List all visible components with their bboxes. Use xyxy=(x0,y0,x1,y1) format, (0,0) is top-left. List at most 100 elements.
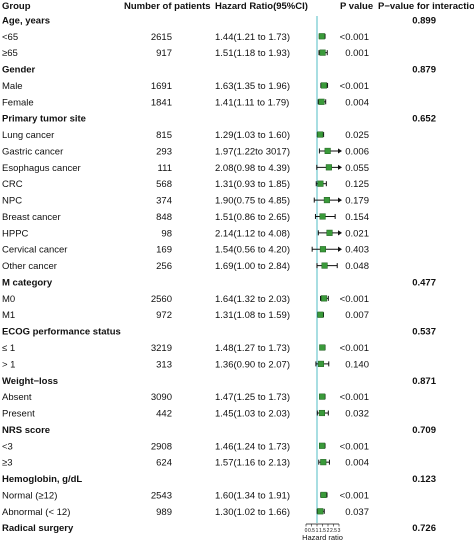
column-header-p-interaction: P−value for interaction xyxy=(378,1,474,12)
x-tick-label: 1 xyxy=(316,528,319,534)
hazard-ratio-text: 1.60(1.34 to 1.91) xyxy=(215,490,290,501)
patient-count: 442 xyxy=(156,409,172,420)
p-value: 0.006 xyxy=(345,146,369,157)
hazard-ratio-text: 1.90(0.75 to 4.85) xyxy=(215,196,290,207)
hazard-ratio-marker xyxy=(317,180,324,187)
x-tick-label: 2 xyxy=(327,528,330,534)
group-title: M category xyxy=(2,277,53,288)
hazard-ratio-text: 1.48(1.27 to 1.73) xyxy=(215,343,290,354)
patient-count: 256 xyxy=(156,261,172,272)
hazard-ratio-text: 1.63(1.35 to 1.96) xyxy=(215,81,290,92)
column-header-group: Group xyxy=(2,1,31,12)
p-value: <0.001 xyxy=(340,32,369,43)
p-value: 0.179 xyxy=(345,196,369,207)
subgroup-label: Esophagus cancer xyxy=(2,163,81,174)
hazard-ratio-marker xyxy=(318,409,325,417)
ci-overflow-arrow xyxy=(338,246,342,252)
forest-rows: Age, years 0.899 <65 2615 1.44(1.21 to 1.73)… xyxy=(2,15,437,540)
hazard-ratio-text: 1.41(1.11 to 1.79) xyxy=(215,97,289,108)
hazard-ratio-text: 1.64(1.32 to 2.03) xyxy=(215,294,290,305)
p-interaction-value: 0.652 xyxy=(412,114,436,125)
hazard-ratio-text: 1.45(1.03 to 2.03) xyxy=(215,409,290,420)
hazard-ratio-text: 1.46(1.24 to 1.73) xyxy=(215,441,290,452)
p-value: 0.032 xyxy=(345,409,369,420)
subgroup-label: Normal (≥12) xyxy=(2,490,57,501)
hazard-ratio-marker xyxy=(318,98,325,105)
hazard-ratio-marker xyxy=(318,33,325,40)
p-value: 0.048 xyxy=(345,261,369,272)
p-value: 0.125 xyxy=(345,179,369,190)
subgroup-label: M1 xyxy=(2,310,15,321)
subgroup-label: > 1 xyxy=(2,359,15,370)
hazard-ratio-marker xyxy=(323,197,330,204)
hazard-ratio-text: 1.57(1.16 to 2.13) xyxy=(215,458,290,469)
patient-count: 1691 xyxy=(151,81,172,92)
subgroup-label: Other cancer xyxy=(2,261,57,272)
p-interaction-value: 0.871 xyxy=(412,376,436,387)
hazard-ratio-text: 1.51(1.18 to 1.93) xyxy=(215,48,290,59)
subgroup-label: NPC xyxy=(2,196,22,207)
subgroup-label: Female xyxy=(2,97,34,108)
column-header-hazard-ratio: Hazard Ratio(95%CI) xyxy=(215,1,308,12)
hazard-ratio-text: 1.36(0.90 to 2.07) xyxy=(215,359,290,370)
hazard-ratio-text: 2.08(0.98 to 4.39) xyxy=(215,163,290,174)
patient-count: 2560 xyxy=(151,294,172,305)
p-value: <0.001 xyxy=(340,392,369,403)
ci-overflow-arrow xyxy=(338,148,342,154)
hazard-ratio-marker xyxy=(317,131,324,138)
hazard-ratio-text: 1.47(1.25 to 1.73) xyxy=(215,392,290,403)
hazard-ratio-marker xyxy=(319,213,326,220)
subgroup-label: <3 xyxy=(2,441,13,452)
subgroup-label: Present xyxy=(2,409,35,420)
subgroup-label: <65 xyxy=(2,32,18,43)
hazard-ratio-text: 1.30(1.02 to 1.66) xyxy=(215,507,290,518)
hazard-ratio-text: 1.44(1.21 to 1.73) xyxy=(215,32,290,43)
patient-count: 293 xyxy=(156,146,172,157)
patient-count: 98 xyxy=(161,228,172,239)
hazard-ratio-text: 1.31(1.08 to 1.59) xyxy=(215,310,290,321)
column-header-p-value: P value xyxy=(340,1,373,12)
patient-count: 1841 xyxy=(151,97,172,108)
patient-count: 989 xyxy=(156,507,172,518)
x-tick-label: 2.5 xyxy=(330,528,337,534)
p-interaction-value: 0.879 xyxy=(412,65,436,76)
hazard-ratio-marker xyxy=(320,459,327,466)
hazard-ratio-marker xyxy=(321,262,328,269)
patient-count: 169 xyxy=(156,245,172,256)
ci-overflow-arrow xyxy=(338,197,342,203)
group-title: Hemoglobin, g/dL xyxy=(2,474,82,485)
hazard-ratio-text: 1.31(0.93 to 1.85) xyxy=(215,179,290,190)
patient-count: 972 xyxy=(156,310,172,321)
p-value: 0.021 xyxy=(345,228,369,239)
p-value: 0.004 xyxy=(345,458,369,469)
p-value: <0.001 xyxy=(340,294,369,305)
hazard-ratio-marker xyxy=(325,164,332,171)
x-tick-label: 3 xyxy=(338,528,341,534)
hazard-ratio-marker xyxy=(317,311,324,318)
subgroup-label: Cervical cancer xyxy=(2,245,67,256)
subgroup-label: Absent xyxy=(2,392,32,403)
p-interaction-value: 0.899 xyxy=(412,15,436,26)
x-tick-label: 0 xyxy=(305,528,308,534)
p-value: 0.140 xyxy=(345,359,369,370)
hazard-ratio-text: 1.54(0.56 to 4.20) xyxy=(215,245,290,256)
patient-count: 313 xyxy=(156,359,172,370)
subgroup-label: Abnormal (< 12) xyxy=(2,507,70,518)
hazard-ratio-marker xyxy=(320,82,327,89)
p-interaction-value: 0.123 xyxy=(412,474,436,485)
p-value: <0.001 xyxy=(340,490,369,501)
subgroup-label: Breast cancer xyxy=(2,212,61,223)
hazard-ratio-marker xyxy=(319,344,326,351)
p-value: <0.001 xyxy=(340,441,369,452)
patient-count: 2615 xyxy=(151,32,172,43)
subgroup-label: ≥65 xyxy=(2,48,18,59)
patient-count: 111 xyxy=(158,163,172,174)
p-value: 0.037 xyxy=(345,507,369,518)
p-value: 0.055 xyxy=(345,163,369,174)
group-title: Weight−loss xyxy=(2,376,58,387)
group-title: Primary tumor site xyxy=(2,114,86,125)
p-interaction-value: 0.477 xyxy=(412,277,436,288)
subgroup-label: ≤ 1 xyxy=(2,343,15,354)
patient-count: 374 xyxy=(156,196,172,207)
x-tick-label: 0.5 xyxy=(308,528,315,534)
